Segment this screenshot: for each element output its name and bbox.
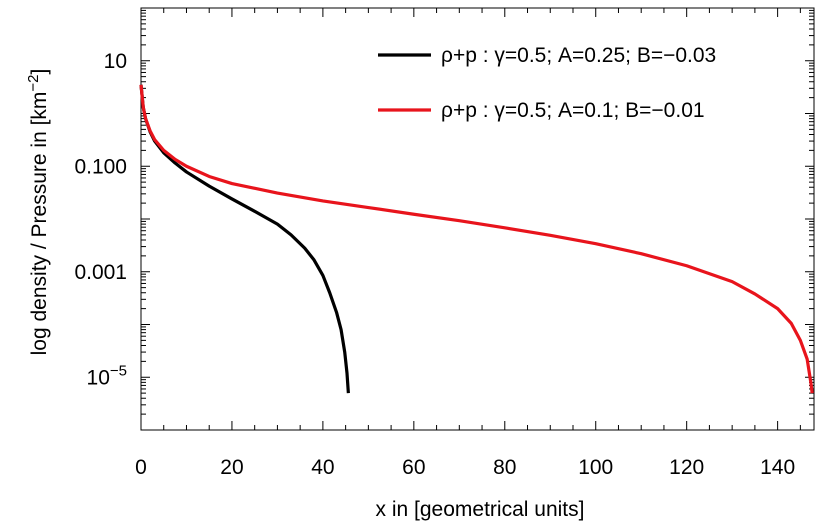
- plot-border: [140, 7, 815, 431]
- y-axis-title-main: log density / Pressure in [km: [28, 92, 51, 356]
- y-tick-label-base: 10: [87, 366, 110, 389]
- legend: ρ+p : γ=0.5; A=0.25; B=−0.03 ρ+p : γ=0.5;…: [378, 44, 716, 122]
- y-tick-label: 0.100: [74, 155, 127, 178]
- x-tick-label: 80: [493, 456, 516, 479]
- x-tick-label: 120: [669, 456, 704, 479]
- y-axis-title: log density / Pressure in [km−2]: [25, 69, 51, 356]
- legend-label-2: ρ+p : γ=0.5; A=0.1; B=−0.01: [441, 99, 705, 122]
- x-tick-label: 40: [311, 456, 334, 479]
- x-tick-label: 100: [578, 456, 613, 479]
- y-axis-title-end: ]: [28, 69, 51, 75]
- y-tick-label-sup: −5: [110, 362, 127, 379]
- y-tick-label: 10−5: [87, 362, 127, 389]
- series-line-1: [139, 84, 350, 394]
- y-tick-label: 10: [104, 50, 127, 73]
- y-tick-label: 0.001: [74, 261, 127, 284]
- series-lines: [139, 84, 814, 394]
- x-tick-label: 140: [760, 456, 795, 479]
- y-axis-title-sup: −2: [25, 74, 42, 91]
- x-tick-label: 0: [135, 456, 147, 479]
- plot-frame: [140, 7, 815, 431]
- legend-label-1: ρ+p : γ=0.5; A=0.25; B=−0.03: [441, 44, 716, 67]
- x-tick-label: 20: [220, 456, 243, 479]
- series-line-2: [139, 84, 814, 394]
- x-tick-label: 60: [402, 456, 425, 479]
- x-axis-title: x in [geometrical units]: [376, 498, 585, 521]
